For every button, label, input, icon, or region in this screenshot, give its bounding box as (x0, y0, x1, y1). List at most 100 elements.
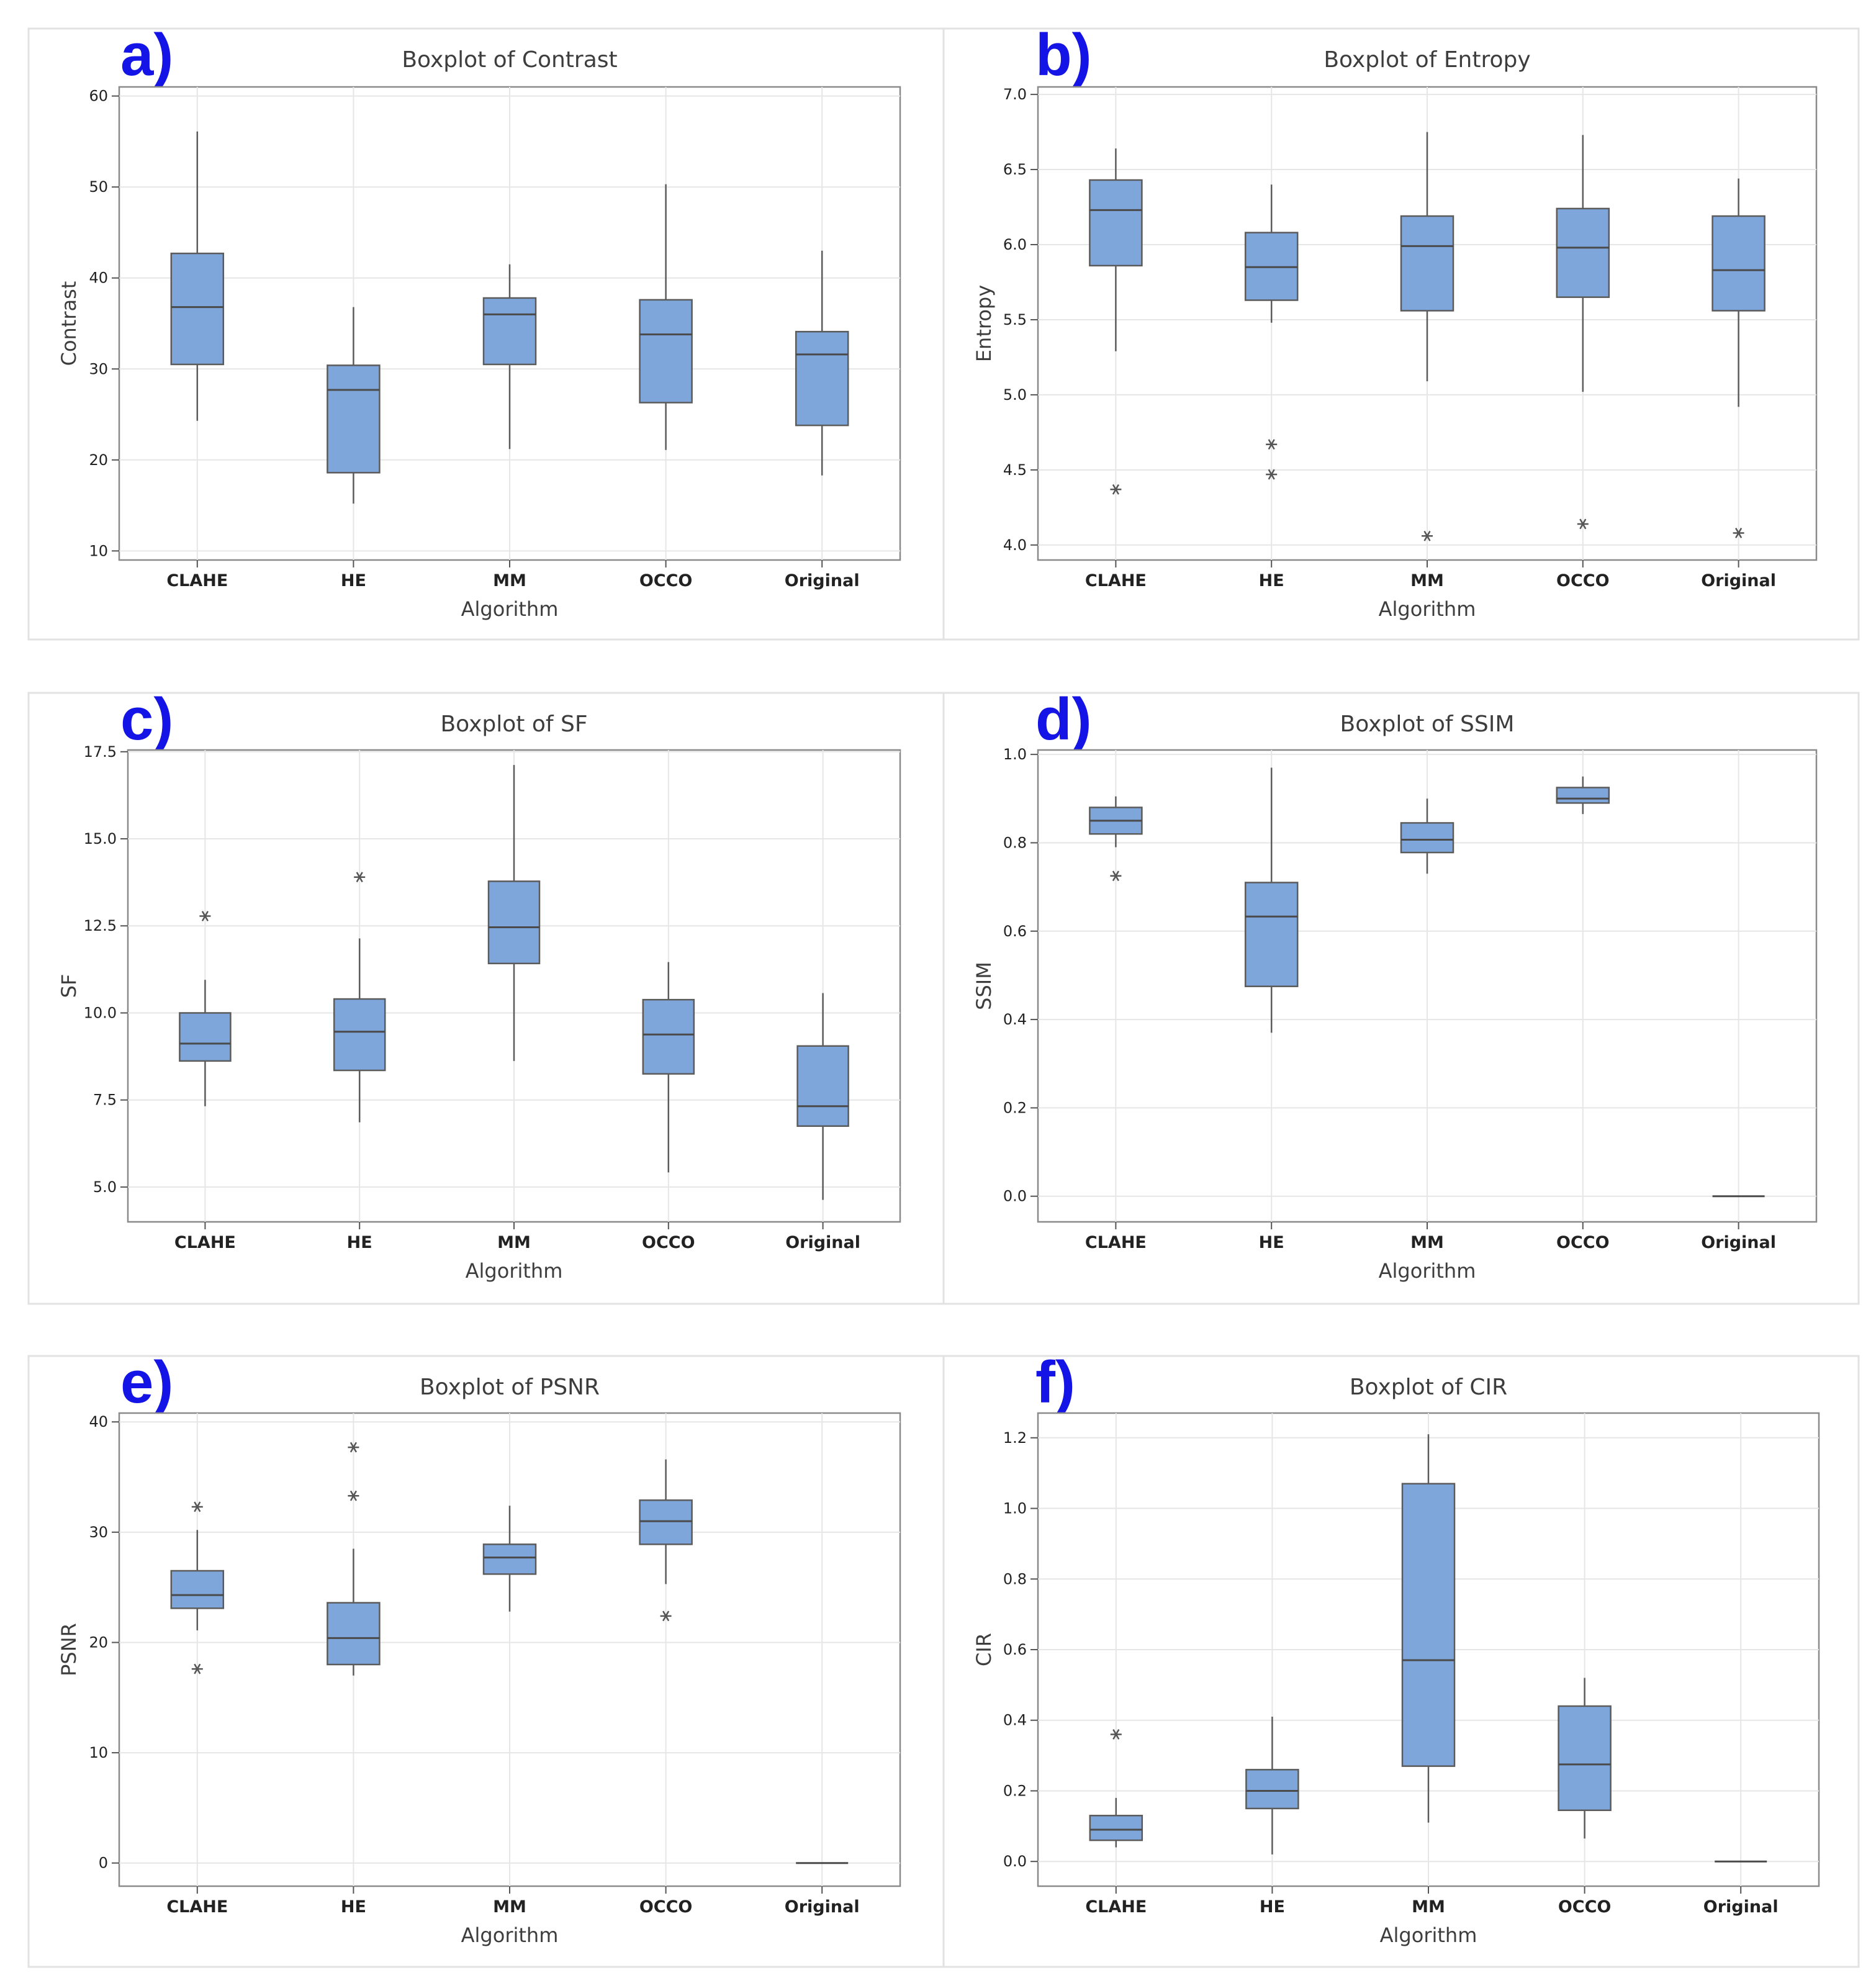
outlier-stroke (194, 1663, 201, 1674)
y-tick-label: 20 (89, 451, 108, 469)
box-he (327, 1442, 381, 1676)
y-tick-label: 5.0 (1003, 386, 1027, 404)
iqr-box (327, 364, 381, 474)
iqr-box (1245, 1769, 1299, 1810)
x-category-label: MM (1410, 1233, 1444, 1252)
y-axis-title: SSIM (972, 962, 996, 1010)
y-tick-label: 30 (89, 1524, 108, 1541)
y-tick-label: 0.2 (1003, 1099, 1027, 1116)
y-tick-label: 0.8 (1003, 834, 1027, 851)
y-tick-label: 10 (89, 542, 108, 559)
outlier-marker (1266, 469, 1278, 480)
outlier-marker (1733, 528, 1744, 538)
y-tick-label: 4.0 (1003, 536, 1027, 554)
y-tick-label: 20 (89, 1633, 108, 1651)
iqr-box (1089, 179, 1143, 267)
x-category-label: Original (785, 1897, 860, 1917)
outlier-stroke (194, 1501, 201, 1512)
iqr-box (642, 998, 695, 1075)
y-tick-label: 4.5 (1003, 461, 1027, 479)
box-he (1244, 184, 1299, 480)
x-category-label: CLAHE (1085, 1897, 1147, 1917)
outlier-stroke (1112, 484, 1119, 495)
iqr-box (1558, 1705, 1612, 1811)
x-category-label: MM (493, 571, 526, 590)
panel-letter: b) (1035, 22, 1092, 88)
outlier-stroke (1268, 469, 1275, 480)
y-tick-label: 0.4 (1003, 1011, 1027, 1028)
y-tick-label: 0.6 (1003, 923, 1027, 940)
y-axis-title: SF (57, 974, 81, 998)
y-tick-label: 0.4 (1003, 1712, 1027, 1729)
outlier-marker (191, 1501, 203, 1512)
box-mm (482, 264, 537, 450)
y-tick-label: 1.2 (1003, 1429, 1027, 1447)
chart-title: Boxplot of SSIM (1340, 712, 1515, 737)
x-category-label: Original (785, 1233, 860, 1252)
x-category-label: OCCO (639, 1897, 693, 1917)
x-category-label: Original (1701, 1233, 1776, 1252)
iqr-box (482, 297, 537, 366)
x-category-label: CLAHE (166, 1897, 228, 1917)
outlier-stroke (1735, 528, 1743, 538)
box-mm (1400, 132, 1454, 541)
box-mm (482, 1506, 537, 1612)
chart-title: Boxplot of Entropy (1324, 47, 1530, 73)
outlier-marker (348, 1490, 359, 1501)
y-tick-label: 0.8 (1003, 1570, 1027, 1588)
panel-c: c) Boxplot of SF 5.0 7.5 10.0 12.5 15.0 17.5 CLA… (27, 686, 945, 1305)
y-axis-title: Entropy (972, 285, 996, 362)
y-tick-label: 0.6 (1003, 1641, 1027, 1658)
outlier-stroke (1579, 518, 1587, 530)
y-tick-label: 5.0 (93, 1178, 117, 1196)
iqr-box (796, 1045, 849, 1127)
y-tick-label: 6.5 (1003, 161, 1027, 178)
iqr-box (1711, 215, 1766, 312)
y-tick-label: 10 (89, 1744, 108, 1761)
iqr-box (1400, 822, 1454, 854)
panel-letter: d) (1035, 686, 1092, 752)
x-category-label: Original (1701, 571, 1776, 590)
x-axis-title: Algorithm (1380, 1923, 1477, 1947)
box-occo (1558, 1678, 1612, 1839)
box-clahe (170, 1501, 225, 1674)
x-category-label: OCCO (1556, 571, 1610, 590)
x-category-label: MM (497, 1233, 531, 1252)
x-axis-title: Algorithm (1379, 597, 1476, 621)
x-axis-title: Algorithm (1379, 1259, 1476, 1283)
outlier-marker (191, 1663, 203, 1674)
x-category-label: MM (493, 1897, 526, 1917)
outlier-stroke (201, 911, 209, 921)
panel-f: f) Boxplot of CIR 0.0 0.2 0.4 0.6 0.8 1.0 1.2 CLA… (942, 1349, 1860, 1968)
outlier-stroke (1423, 530, 1431, 541)
outlier-stroke (349, 1490, 357, 1501)
iqr-box (327, 1602, 381, 1666)
y-tick-label: 7.0 (1003, 86, 1027, 103)
y-tick-label: 1.0 (1003, 746, 1027, 763)
y-tick-label: 1.0 (1003, 1500, 1027, 1517)
y-tick-label: 0.0 (1003, 1853, 1027, 1870)
iqr-box (795, 330, 849, 427)
x-category-label: Original (785, 571, 860, 590)
y-tick-label: 0.0 (1003, 1188, 1027, 1205)
box-occo (1556, 776, 1610, 815)
y-tick-label: 6.0 (1003, 236, 1027, 253)
outlier-stroke (1112, 870, 1119, 882)
panel-d: d) Boxplot of SSIM 0.0 0.2 0.4 0.6 0.8 1.0 CLAHE… (942, 686, 1860, 1305)
box-clahe (1089, 796, 1143, 882)
outlier-marker (1110, 484, 1122, 495)
box-occo (1556, 135, 1610, 530)
x-category-label: CLAHE (174, 1233, 236, 1252)
panel-b: b) Boxplot of Entropy 4.0 4.5 5.0 5.5 6.0 6.5 7.… (942, 22, 1860, 641)
iqr-box (1400, 215, 1454, 312)
y-axis-title: PSNR (57, 1623, 81, 1676)
outlier-stroke (349, 1442, 357, 1453)
iqr-box (1556, 787, 1610, 804)
x-category-label: HE (1260, 1897, 1285, 1917)
box-original (1711, 178, 1766, 538)
panel-letter: f) (1035, 1349, 1075, 1416)
x-category-label: OCCO (639, 571, 693, 590)
x-category-label: MM (1412, 1897, 1445, 1917)
outlier-stroke (662, 1611, 670, 1622)
